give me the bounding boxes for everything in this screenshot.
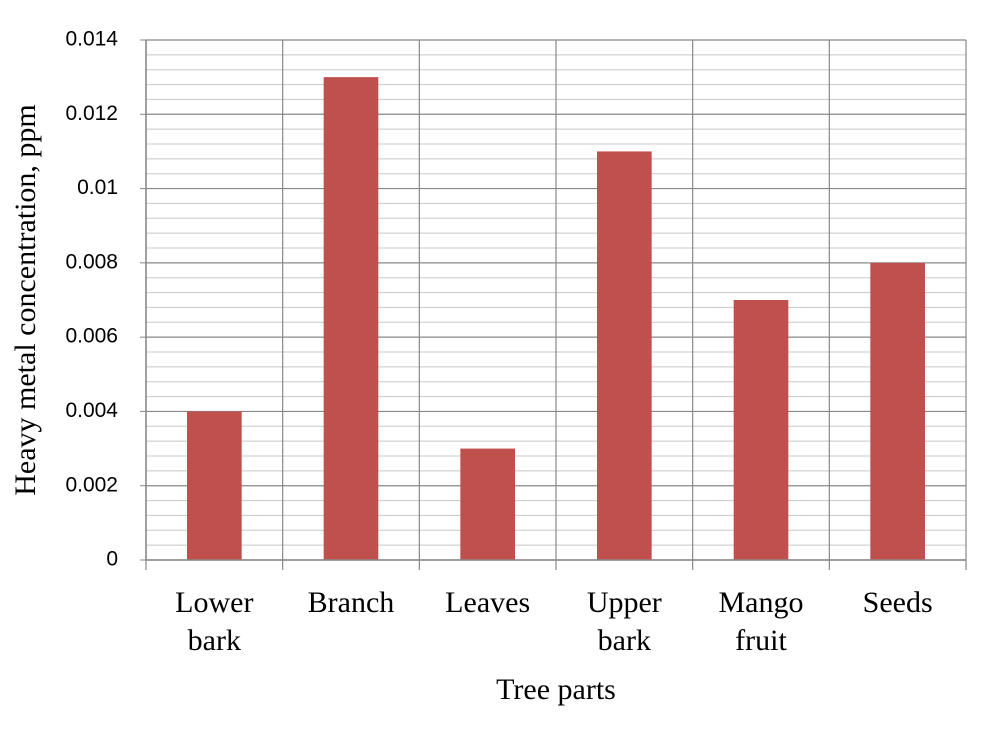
y-tick-label: 0.006 — [65, 325, 118, 348]
y-tick-label: 0.01 — [77, 176, 118, 199]
x-tick-label: Lower bark — [175, 586, 254, 657]
x-tick-label: Seeds — [862, 586, 933, 619]
bar — [733, 300, 789, 560]
bar — [460, 448, 515, 560]
x-tick-label: Branch — [307, 586, 395, 619]
bar — [597, 151, 652, 560]
x-tick-label: Upper bark — [586, 586, 662, 657]
y-tick-label: 0.012 — [65, 102, 118, 125]
y-tick-label: 0.002 — [65, 473, 118, 496]
y-axis-title: Heavy metal concentration, ppm — [9, 104, 42, 496]
x-axis-title: Tree parts — [496, 673, 616, 706]
bar — [870, 262, 925, 560]
bar — [323, 77, 379, 561]
x-tick-label: Leaves — [445, 586, 531, 619]
y-tick-label: 0.008 — [65, 250, 118, 273]
bar — [187, 411, 242, 560]
y-tick-label: 0.014 — [65, 28, 118, 51]
y-tick-label: 0.004 — [65, 399, 118, 422]
y-tick-label: 0 — [106, 548, 118, 571]
x-tick-label: Mango fruit — [718, 586, 804, 657]
